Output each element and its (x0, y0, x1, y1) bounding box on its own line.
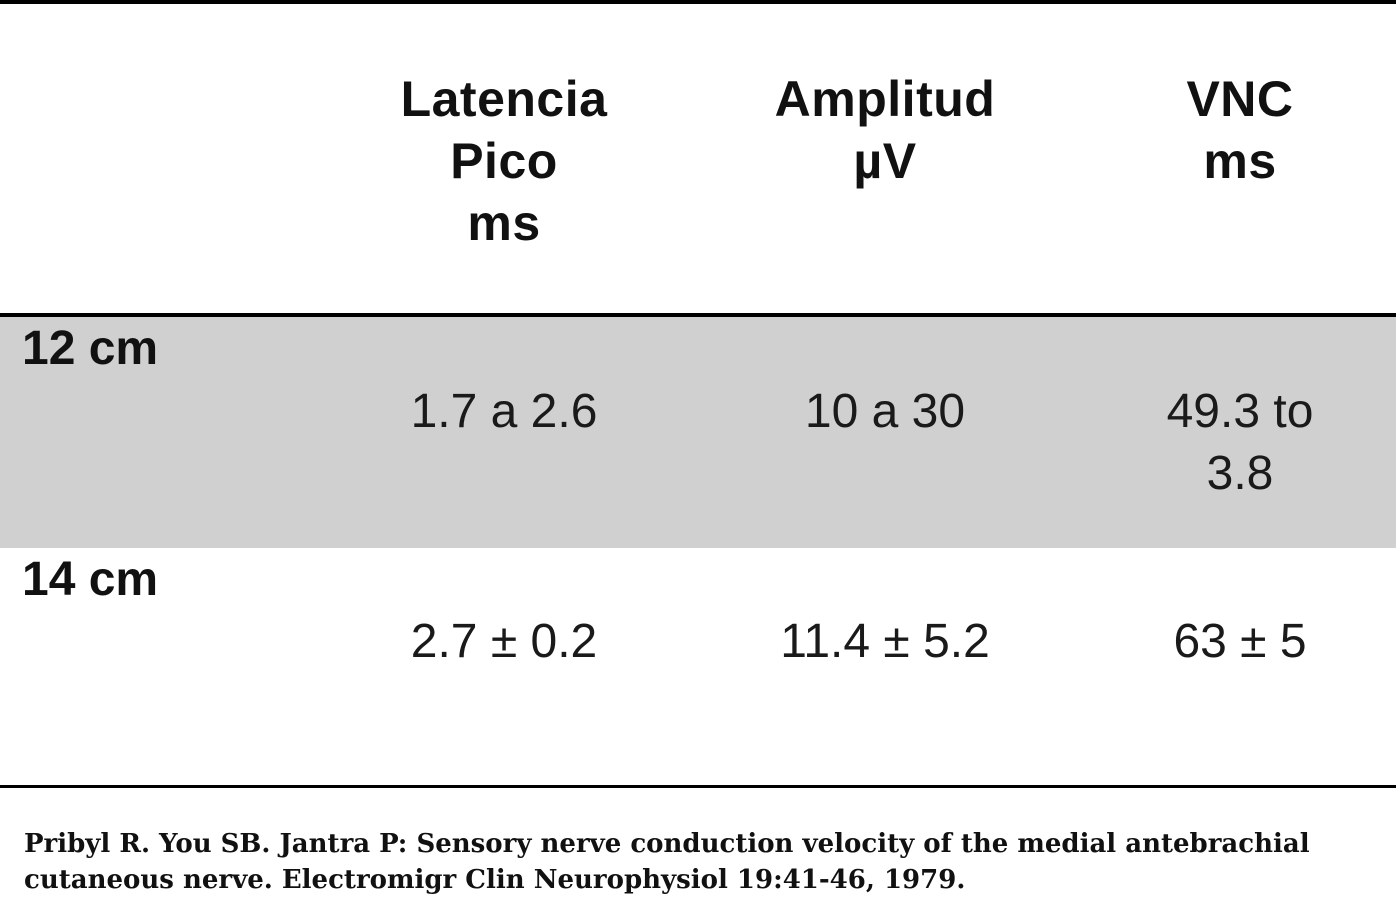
header-amplitud: Amplitud µV (774, 71, 996, 189)
cell-14cm-vnc: 63 ± 5 (1173, 615, 1307, 668)
shaded-row-background (0, 317, 1396, 548)
header-rule (0, 313, 1396, 317)
cell-12cm-amplitud: 10 a 30 (804, 385, 966, 438)
bottom-rule (0, 785, 1396, 788)
cell-14cm-amplitud: 11.4 ± 5.2 (780, 615, 990, 668)
header-latencia: Latencia Pico ms (400, 71, 608, 251)
top-rule (0, 0, 1396, 4)
cell-12cm-latencia: 1.7 a 2.6 (410, 385, 598, 438)
row-label-12cm: 12 cm (22, 322, 159, 375)
citation-text: Pribyl R. You SB. Jantra P: Sensory nerv… (24, 829, 1310, 895)
row-label-14cm: 14 cm (22, 553, 159, 606)
header-vnc: VNC ms (1186, 71, 1294, 189)
cell-12cm-vnc: 49.3 to 3.8 (1166, 385, 1314, 500)
cell-14cm-latencia: 2.7 ± 0.2 (410, 615, 598, 668)
